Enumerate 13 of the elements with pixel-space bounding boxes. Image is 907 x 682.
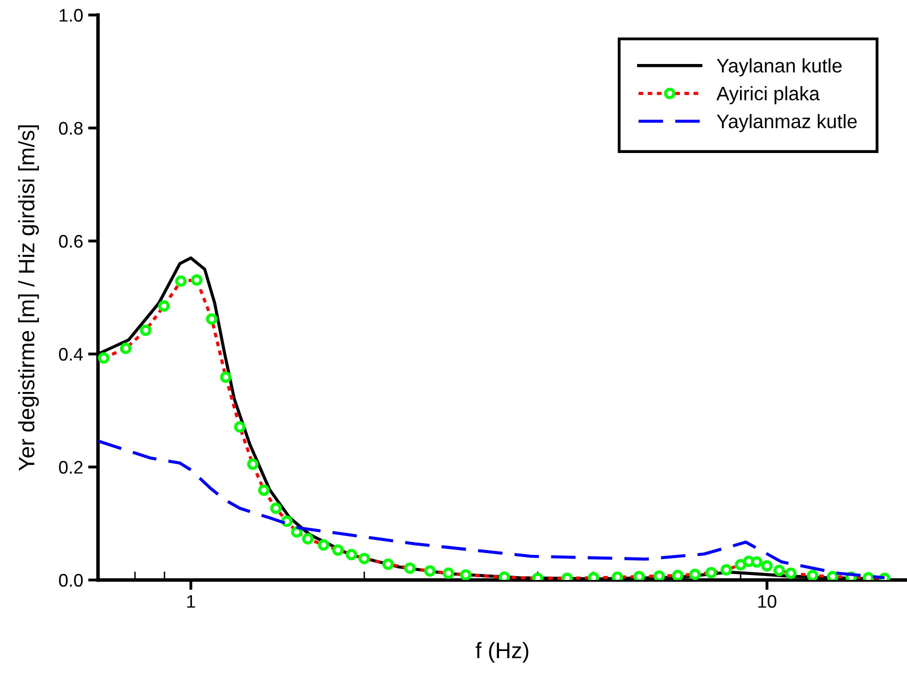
y-tick-label: 0.8 [59,122,83,135]
legend-label: Yaylanmaz kutle [716,114,857,132]
y-tick-label: 0.6 [59,234,83,248]
x-axis-title: f (Hz) [476,642,528,663]
x-tick-label: 10 [758,595,776,608]
legend-label: Ayirici plaka [716,86,820,104]
y-tick-label: 0.2 [59,460,83,474]
y-axis-title: Yer degistirme [m] / Hiz girdisi [m/s] [18,125,39,471]
x-tick-label: 1 [187,595,195,608]
y-tick-label: 1.0 [60,8,83,22]
legend-label: Yaylanan kutle [716,58,842,76]
y-tick-label: 0.4 [59,348,83,361]
y-tick-label: 0.0 [59,574,83,587]
